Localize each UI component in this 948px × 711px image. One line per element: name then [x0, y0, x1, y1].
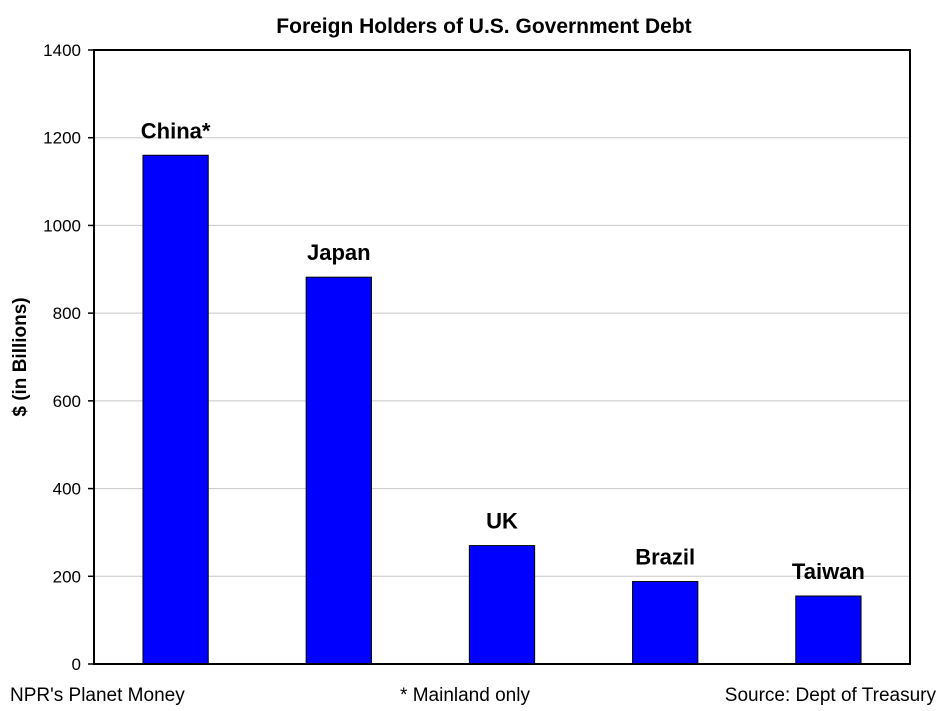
bar-uk	[468, 545, 536, 665]
y-axis-label: $ (in Billions)	[10, 297, 31, 416]
bars	[142, 154, 862, 665]
y-tick-label: 200	[53, 567, 81, 586]
y-tick-label: 400	[53, 480, 81, 499]
y-tick-label: 800	[53, 304, 81, 323]
y-tick-label: 1200	[43, 129, 81, 148]
bar-brazil	[632, 581, 699, 665]
bar-label: Japan	[307, 240, 371, 265]
y-tick-label: 1400	[43, 41, 81, 60]
y-tick-label: 0	[72, 655, 81, 674]
grid	[94, 137, 910, 577]
bar-taiwan	[795, 595, 862, 665]
y-ticks: 0 200 400 600 800 1000 1200 1400	[43, 41, 94, 674]
footer-credit: NPR's Planet Money	[10, 685, 185, 706]
footer-note: * Mainland only	[400, 685, 530, 706]
bar-label: Taiwan	[792, 559, 865, 584]
bar-japan	[305, 276, 372, 665]
chart-title: Foreign Holders of U.S. Government Debt	[276, 15, 691, 38]
y-tick-label: 1000	[43, 216, 81, 235]
bar-label: Brazil	[635, 545, 695, 570]
bar-labels: China* Japan UK Brazil Taiwan	[141, 118, 865, 584]
bar-label: UK	[486, 509, 518, 534]
bar-china	[142, 154, 209, 665]
footer-source: Source: Dept of Treasury	[725, 685, 937, 706]
plot-frame	[93, 49, 911, 665]
y-tick-label: 600	[53, 392, 81, 411]
bar-label: China*	[141, 118, 211, 143]
